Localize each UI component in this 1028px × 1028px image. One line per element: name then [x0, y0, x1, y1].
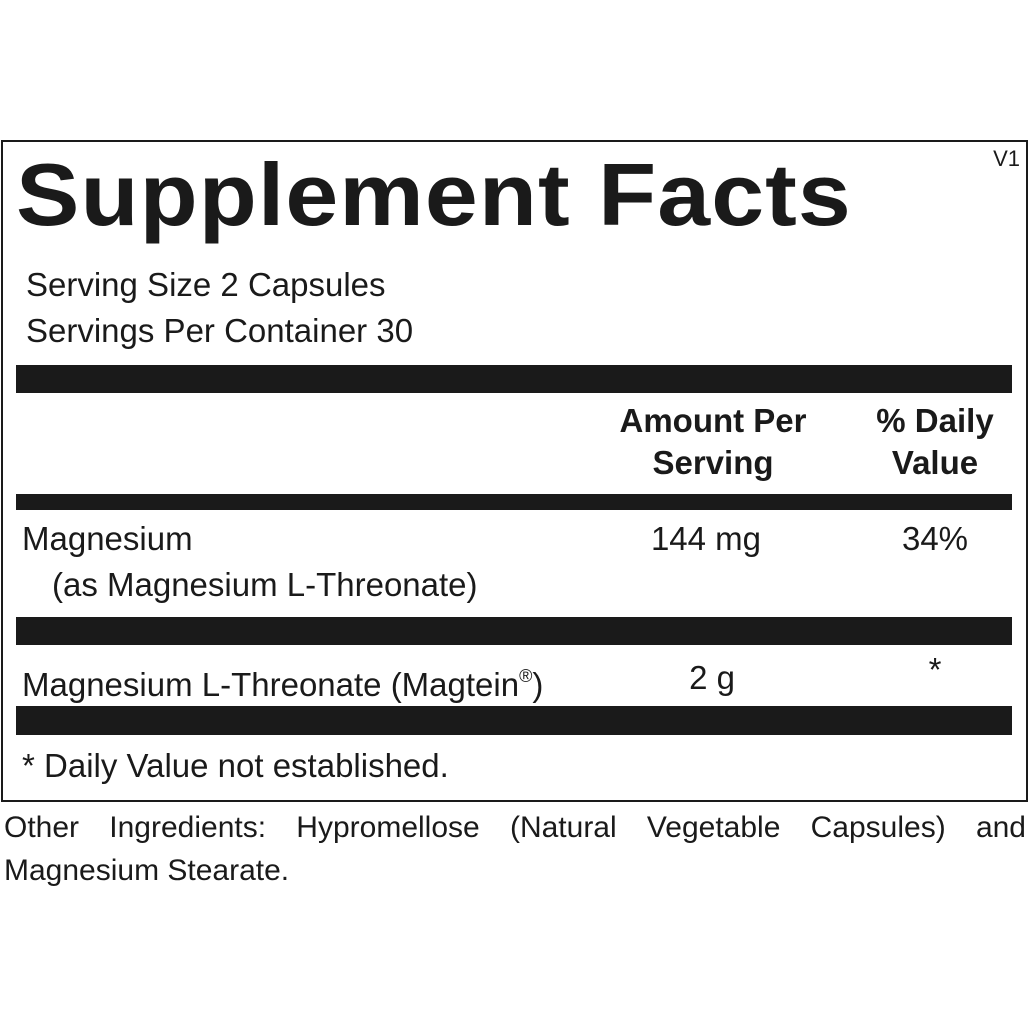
divider	[16, 617, 1012, 645]
nutrient-name-text: Magnesium L-Threonate (Magtein	[22, 666, 520, 703]
divider	[16, 365, 1012, 393]
column-header: % Daily Value	[876, 402, 994, 481]
nutrient-name-text: )	[532, 666, 544, 703]
daily-value: *	[928, 651, 942, 688]
registered-mark: ®	[519, 666, 533, 686]
footnote: * Daily Value not established.	[22, 747, 449, 784]
nutrient-name: Magnesium	[22, 517, 193, 561]
nutrient-name: Magnesium L-Threonate (Magtein®)	[22, 654, 543, 707]
amount: 2 g	[689, 659, 735, 696]
nutrient-detail: (as Magnesium L-Threonate)	[52, 566, 478, 603]
servings-per-container: Servings Per Container 30	[26, 312, 414, 349]
title: Supplement Facts	[16, 145, 852, 244]
serving-size: Serving Size 2 Capsules	[26, 266, 386, 303]
divider	[16, 706, 1012, 735]
amount: 144 mg	[650, 520, 762, 557]
divider	[16, 494, 1012, 510]
nutrient-name-text: Magnesium	[22, 520, 193, 557]
label-border	[1, 140, 1028, 802]
other-ingredients: Other Ingredients: Hypromellose (Natural…	[4, 811, 1026, 887]
version: V1	[993, 146, 1020, 171]
column-header: Amount Per Serving	[619, 402, 807, 481]
daily-value: 34%	[901, 520, 969, 557]
